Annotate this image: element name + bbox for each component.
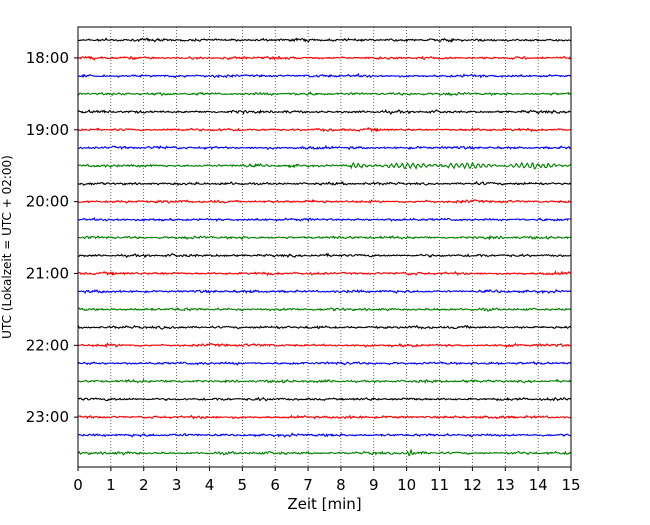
x-tick-label: 5 [238,476,248,494]
x-tick-label: 4 [205,476,215,494]
trace-row [77,360,572,366]
y-tick-label: 18:00 [26,49,69,67]
trace-row [77,144,572,151]
trace-row [77,414,572,420]
y-tick-label: 21:00 [26,264,69,282]
x-tick-label: 2 [139,476,149,494]
x-tick-label: 1 [106,476,116,494]
trace-row [77,396,572,402]
plot-frame [77,26,572,468]
trace-row [77,342,572,349]
trace-row [77,252,572,259]
y-tick-label: 20:00 [26,193,69,211]
x-tick-label: 0 [73,476,83,494]
trace-row [77,91,572,97]
trace-row [77,270,572,277]
x-tick-label: 13 [496,476,515,494]
trace-row [77,180,572,186]
x-tick-label: 10 [397,476,416,494]
y-axis-title: UTC (Lokalzeit = UTC + 02:00) [0,155,14,339]
x-tick-label: 7 [303,476,313,494]
x-tick-label: 12 [463,476,482,494]
x-tick-label: 9 [369,476,379,494]
y-axis-ticks: 18:00 19:00 20:00 21:00 22:00 23:00 [26,49,78,426]
grid-lines [110,27,539,467]
trace-row [77,432,572,438]
trace-row [77,37,572,43]
x-tick-label: 6 [270,476,280,494]
trace-row [77,161,572,170]
trace-row [77,449,572,457]
y-tick-label: 19:00 [26,121,69,139]
trace-row [77,199,572,204]
x-axis-ticks: 0 1 2 3 4 5 6 7 8 9 10 11 12 13 14 15 [73,467,581,494]
trace-row [77,55,572,62]
trace-row [77,72,572,79]
trace-row [77,217,572,223]
y-tick-label: 22:00 [26,336,69,354]
seismic-traces [77,37,572,457]
trace-row [77,378,572,384]
x-tick-label: 15 [561,476,580,494]
x-tick-label: 14 [529,476,548,494]
x-tick-label: 11 [430,476,449,494]
trace-row [77,307,572,313]
trace-row [77,324,572,330]
trace-row [77,126,572,133]
trace-row [77,109,572,116]
y-tick-label: 23:00 [26,408,69,426]
x-axis-title: Zeit [min] [287,495,361,513]
trace-row [77,288,572,295]
trace-row [77,234,572,241]
x-tick-label: 8 [336,476,346,494]
x-tick-label: 3 [172,476,182,494]
